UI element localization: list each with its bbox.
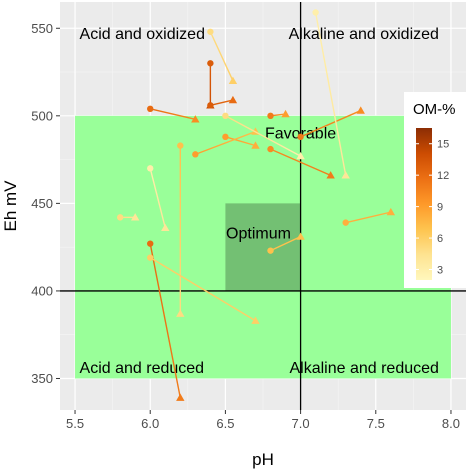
- y-tick-label: 400: [31, 283, 53, 298]
- end-point: [130, 213, 140, 221]
- series-segment: [209, 31, 234, 82]
- start-point: [147, 254, 154, 261]
- end-point: [386, 207, 396, 216]
- series-segment: [150, 108, 196, 121]
- series-segment: [345, 211, 391, 224]
- start-point: [297, 133, 304, 141]
- start-point: [177, 142, 184, 149]
- start-point: [192, 151, 199, 158]
- legend-tick-label: 6: [437, 233, 443, 245]
- region-label: Alkaline and oxidized: [289, 26, 439, 43]
- series-segment: [225, 115, 301, 157]
- series-segment: [149, 168, 166, 229]
- x-tick-label: 6.0: [141, 416, 159, 431]
- end-point: [356, 106, 365, 114]
- legend-colorbar: [416, 128, 432, 280]
- end-point: [296, 232, 305, 240]
- legend-tick-label: 3: [437, 265, 443, 277]
- end-point: [281, 109, 290, 118]
- x-tick-label: 8.0: [442, 416, 460, 431]
- start-point: [147, 165, 154, 172]
- start-point: [207, 60, 214, 67]
- start-point: [147, 105, 154, 113]
- series-segment: [314, 12, 347, 176]
- series-segment: [149, 243, 181, 398]
- legend-background: [404, 92, 466, 288]
- end-point: [191, 115, 200, 123]
- start-point: [267, 247, 274, 254]
- series-segment: [149, 257, 256, 322]
- start-point: [222, 133, 229, 141]
- legend-tick-label: 15: [437, 139, 449, 151]
- y-axis-title: Eh mV: [1, 180, 20, 232]
- end-point: [228, 95, 238, 104]
- region-label: Acid and reduced: [80, 360, 205, 377]
- end-point: [326, 171, 335, 179]
- end-point: [341, 171, 350, 179]
- x-tick-label: 7.0: [292, 416, 310, 431]
- end-point: [161, 223, 170, 232]
- start-point: [312, 9, 319, 16]
- x-tick-label: 6.5: [216, 416, 234, 431]
- region-label: Alkaline and reduced: [289, 360, 438, 377]
- start-point: [207, 102, 214, 109]
- end-point: [176, 309, 185, 317]
- start-point: [207, 28, 214, 35]
- end-point: [228, 76, 238, 84]
- start-point: [342, 219, 349, 226]
- y-tick-label: 500: [31, 108, 53, 123]
- legend-tick-label: 9: [437, 202, 443, 214]
- end-point: [251, 316, 260, 324]
- region-label: Optimum: [226, 225, 291, 242]
- series-segment: [300, 109, 362, 138]
- zone-optimum: [225, 203, 301, 291]
- y-tick-label: 350: [31, 371, 53, 386]
- start-point: [267, 112, 274, 120]
- end-point: [251, 141, 260, 149]
- series-segment: [225, 136, 256, 147]
- y-tick-label: 550: [31, 21, 53, 36]
- series-segment: [210, 99, 234, 106]
- series-segment: [270, 236, 301, 252]
- start-point: [267, 145, 274, 153]
- series-segment: [270, 148, 331, 176]
- start-point: [116, 214, 124, 221]
- x-tick-label: 5.5: [66, 416, 84, 431]
- legend-tick-label: 12: [437, 170, 449, 182]
- y-tick-label: 450: [31, 196, 53, 211]
- end-point: [296, 151, 305, 160]
- legend-title: OM-%: [413, 101, 456, 118]
- start-point: [147, 240, 154, 247]
- start-point: [222, 112, 229, 120]
- end-point: [176, 393, 185, 401]
- x-tick-label: 7.5: [367, 416, 385, 431]
- x-axis-title: pH: [252, 450, 274, 469]
- series-segment: [195, 130, 256, 155]
- region-label: Acid and oxidized: [80, 26, 205, 43]
